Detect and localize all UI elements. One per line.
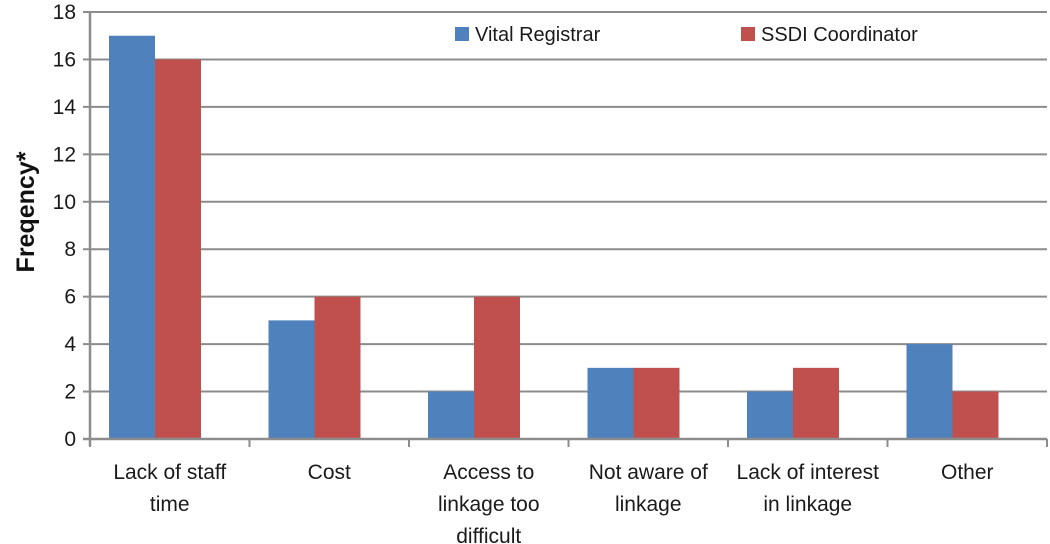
x-category-label-line: Lack of interest xyxy=(737,461,880,484)
x-category-label-line: difficult xyxy=(456,525,521,544)
y-tick-label: 18 xyxy=(53,1,76,24)
x-category-label-line: Cost xyxy=(308,461,351,484)
y-tick-label: 0 xyxy=(64,428,76,451)
x-category-label-line: Lack of staff xyxy=(113,461,226,484)
bar-vital-registrar xyxy=(906,344,953,439)
axes xyxy=(83,11,1048,447)
x-category-label: Access to linkage too difficult xyxy=(438,461,540,544)
x-category-label: Not aware of linkage xyxy=(589,461,708,516)
legend-label: SSDI Coordinator xyxy=(761,24,918,46)
x-category-label-line: Not aware of xyxy=(589,461,708,484)
x-category-label: Other xyxy=(941,461,994,484)
legend: Vital Registrar SSDI Coordinator xyxy=(455,24,918,46)
y-tick-label: 8 xyxy=(64,238,76,261)
x-category-label: Cost xyxy=(308,461,351,484)
bar-vital-registrar xyxy=(587,367,634,439)
bar-ssdi-coordinator xyxy=(155,59,201,439)
bar-vital-registrar xyxy=(747,391,793,439)
bars xyxy=(109,35,999,439)
legend-swatch xyxy=(741,27,755,41)
x-category-label: Lack of staff time xyxy=(113,461,226,516)
legend-swatch xyxy=(455,27,469,41)
x-category-label-line: Other xyxy=(941,461,994,484)
y-tick-label: 10 xyxy=(53,191,76,214)
x-category-label-line: Access to xyxy=(443,461,534,484)
bar-vital-registrar xyxy=(109,35,155,439)
y-tick-label: 14 xyxy=(53,96,77,119)
x-category-label-line: linkage too xyxy=(438,493,540,516)
bar-vital-registrar xyxy=(268,320,315,439)
gridlines xyxy=(90,11,1047,393)
y-tick-label: 2 xyxy=(64,381,76,404)
bar-ssdi-coordinator xyxy=(952,391,999,439)
x-category-label-line: time xyxy=(150,493,190,516)
legend-label: Vital Registrar xyxy=(475,24,601,46)
x-category-label: Lack of interest in linkage xyxy=(737,461,880,516)
y-tick-label: 12 xyxy=(53,143,76,166)
y-tick-label: 4 xyxy=(64,333,76,356)
bar-ssdi-coordinator xyxy=(314,296,361,439)
y-axis-label: Freqency* xyxy=(12,151,40,272)
y-tick-label: 16 xyxy=(53,48,76,71)
y-tick-label: 6 xyxy=(64,286,76,309)
bar-vital-registrar xyxy=(428,391,474,439)
x-category-label-line: linkage xyxy=(615,493,682,516)
y-tick-labels: 0 2 4 6 8 10 12 14 16 18 xyxy=(53,1,77,451)
x-category-label-line: in linkage xyxy=(763,493,852,516)
bar-ssdi-coordinator xyxy=(793,367,839,439)
x-category-labels: Lack of staff time Cost Access to linkage to… xyxy=(113,461,993,544)
bar-ssdi-coordinator xyxy=(633,367,680,439)
bar-ssdi-coordinator xyxy=(474,296,520,439)
